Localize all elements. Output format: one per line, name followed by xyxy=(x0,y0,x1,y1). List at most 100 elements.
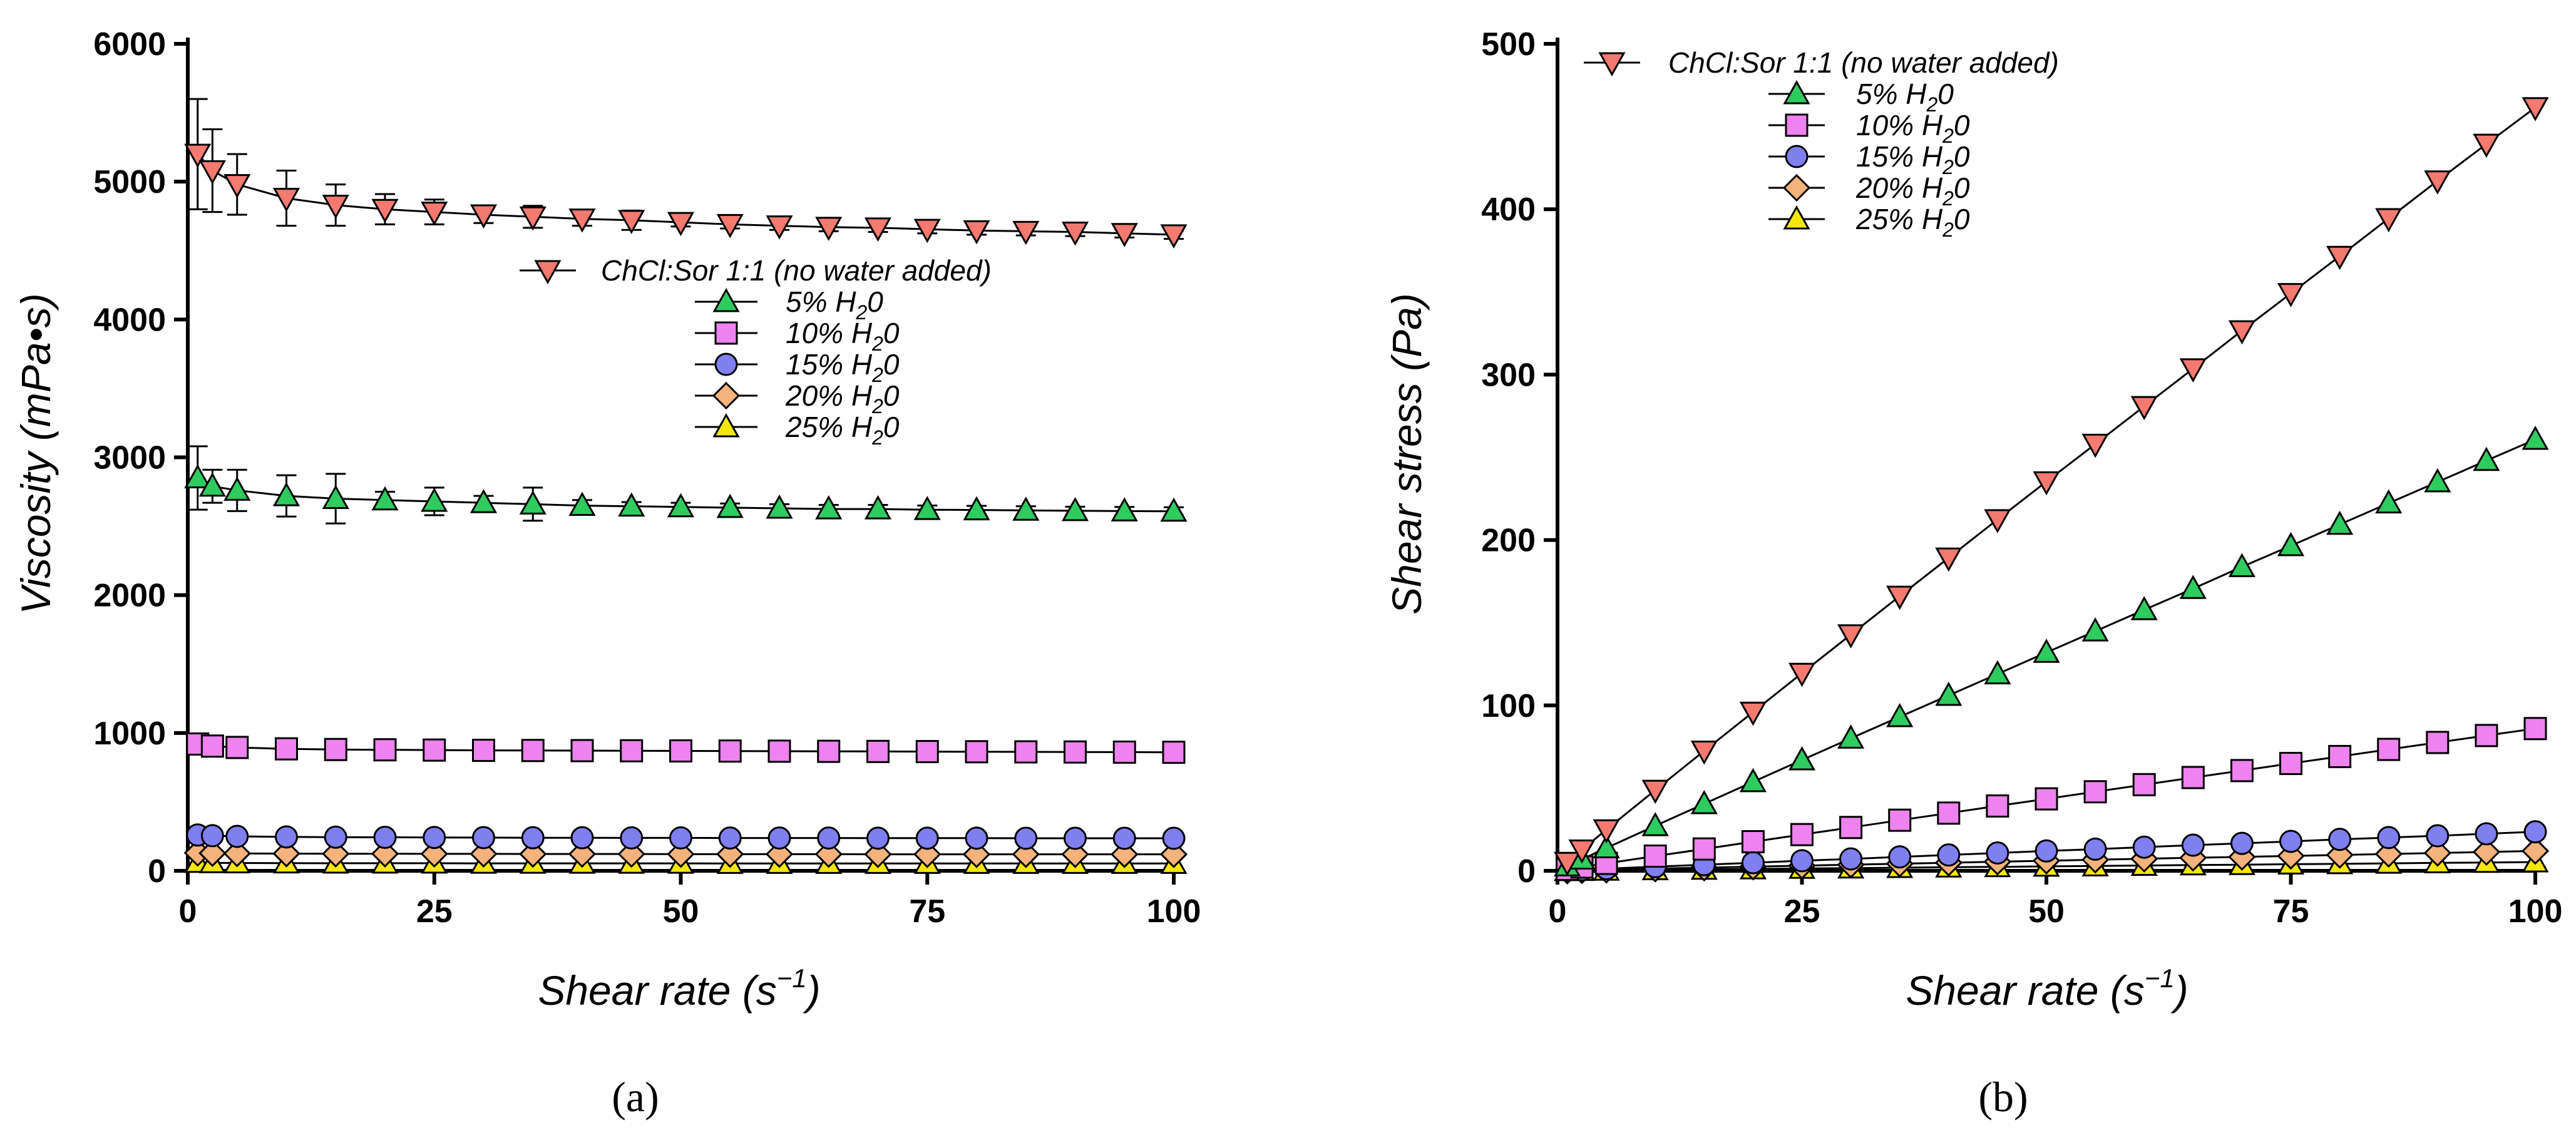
data-point xyxy=(1739,768,1767,793)
data-point xyxy=(225,736,249,759)
data-point xyxy=(1692,837,1716,861)
legend-label-sub: 2 xyxy=(871,426,883,449)
data-point xyxy=(718,739,742,763)
legend-item: 20% H20 xyxy=(1768,172,1970,210)
data-point xyxy=(1886,702,1914,727)
legend-label-sub: 2 xyxy=(871,364,883,386)
data-point xyxy=(371,840,399,868)
data-point xyxy=(2377,826,2401,850)
panel-b-caption: (b) xyxy=(1978,1073,2028,1121)
data-point xyxy=(2472,838,2501,866)
legend-label-text: 25% H xyxy=(1855,203,1943,235)
data-point xyxy=(2375,489,2403,514)
legend-label-sub: 2 xyxy=(1942,125,1954,147)
data-point xyxy=(667,212,695,237)
data-point xyxy=(716,493,744,518)
data-point xyxy=(1111,223,1138,247)
panel-a-x-title-main: Shear rate (s xyxy=(538,967,777,1014)
data-point xyxy=(322,840,350,868)
data-point xyxy=(766,215,793,240)
data-point xyxy=(618,210,645,234)
legend-label-suffix: 0 xyxy=(867,285,883,318)
data-point xyxy=(1837,724,1865,749)
legend-label: 5% H20 xyxy=(1856,78,1954,116)
legend-label-suffix: 0 xyxy=(1954,172,1970,204)
data-point xyxy=(470,840,498,868)
panel-a-caption: (a) xyxy=(612,1073,659,1121)
data-point xyxy=(2279,830,2302,853)
legend-label-suffix: 0 xyxy=(1937,78,1954,110)
series-line xyxy=(197,153,1174,236)
data-point xyxy=(2523,717,2547,741)
data-point xyxy=(1111,497,1138,521)
data-point xyxy=(272,840,300,868)
data-point xyxy=(667,493,695,518)
data-point xyxy=(1888,845,1912,869)
data-point xyxy=(521,826,545,850)
legend-label-text: 25% H xyxy=(785,411,873,443)
y-tick-label: 400 xyxy=(1481,192,1536,228)
legend-label-suffix: 0 xyxy=(883,317,900,349)
series-line xyxy=(197,861,1174,865)
x-tick-label: 25 xyxy=(416,893,453,930)
x-tick-label: 25 xyxy=(1784,893,1820,930)
data-point xyxy=(1741,851,1765,875)
y-tick-label: 500 xyxy=(1481,26,1536,63)
data-point xyxy=(915,826,939,850)
legend-label: ChCl:Sor 1:1 (no water added) xyxy=(1668,46,2059,79)
data-point xyxy=(716,840,744,868)
y-tick-label: 1000 xyxy=(93,716,166,752)
data-point xyxy=(913,218,941,244)
data-point xyxy=(866,826,890,850)
data-point xyxy=(2083,837,2107,861)
y-tick-label: 200 xyxy=(1481,523,1536,559)
data-point xyxy=(2279,752,2302,776)
legend-label-text: 15% H xyxy=(786,348,873,381)
legend-marker xyxy=(1782,173,1811,202)
data-point xyxy=(1937,801,1961,825)
data-point xyxy=(200,734,224,758)
data-point xyxy=(1061,222,1089,246)
data-point xyxy=(2228,320,2255,345)
data-point xyxy=(1014,826,1038,850)
data-point xyxy=(275,737,298,761)
series-4 xyxy=(183,839,1188,868)
data-point xyxy=(2181,833,2205,857)
legend-label-text: 5% H xyxy=(786,285,856,318)
data-point xyxy=(570,739,594,763)
legend-marker xyxy=(712,287,740,312)
legend-marker xyxy=(714,321,738,345)
legend-item: 20% H20 xyxy=(695,379,900,418)
data-point xyxy=(371,486,399,511)
legend-label-text: 20% H xyxy=(1855,172,1943,204)
data-point xyxy=(1112,740,1136,764)
data-point xyxy=(2375,208,2403,233)
legend-label: 15% H20 xyxy=(1856,140,1970,178)
data-point xyxy=(1837,624,1865,649)
series-line xyxy=(1567,850,2536,872)
panel-a-x-axis-title: Shear rate (s−1) xyxy=(538,963,820,1014)
legend-item: 5% H20 xyxy=(695,285,883,324)
series-2 xyxy=(186,732,1186,764)
data-point xyxy=(568,491,596,516)
series-1 xyxy=(1554,425,2549,876)
data-point xyxy=(223,174,251,198)
series-line xyxy=(1566,106,2536,863)
data-point xyxy=(1788,662,1816,687)
x-tick-label: 100 xyxy=(2508,893,2563,930)
data-point xyxy=(2522,97,2549,121)
panel-a-y-axis-title: Viscosity (mPa•s) xyxy=(13,293,59,614)
legend-label: 20% H20 xyxy=(785,379,900,418)
data-point xyxy=(198,160,226,185)
data-point xyxy=(965,740,988,764)
data-point xyxy=(1788,746,1816,771)
data-point xyxy=(1160,224,1188,249)
legend-marker xyxy=(1598,52,1626,77)
data-point xyxy=(669,739,692,763)
data-point xyxy=(472,826,495,850)
legend-marker xyxy=(1783,205,1810,230)
x-tick-label: 100 xyxy=(1147,893,1201,930)
